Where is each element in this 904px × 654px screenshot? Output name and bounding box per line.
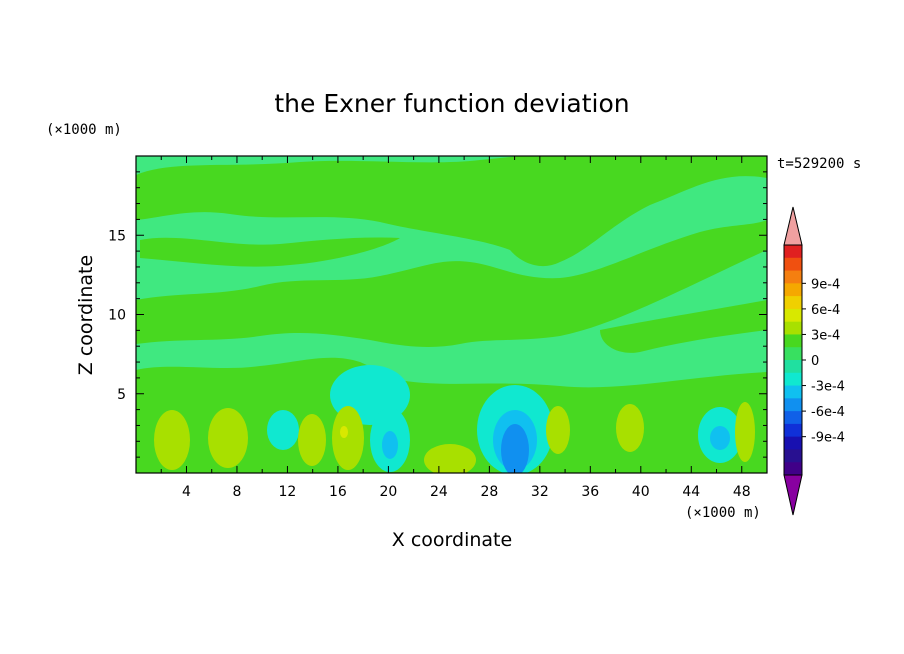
x-tick-label: 32 <box>531 484 549 500</box>
x-tick-label: 44 <box>682 484 700 500</box>
y-axis: 5 10 15 <box>108 171 767 458</box>
colorbar-swatch <box>784 436 802 450</box>
cell-blue-2 <box>710 426 730 450</box>
colorbar-swatch <box>784 245 802 259</box>
x-tick-label: 12 <box>279 484 297 500</box>
x-tick-label: 40 <box>632 484 650 500</box>
colorbar-swatch <box>784 257 802 272</box>
x-tick-label: 8 <box>232 484 241 500</box>
colorbar-swatch <box>784 296 802 310</box>
cell-yellowgreen-7 <box>616 404 644 452</box>
colorbar: 9e-4 6e-4 3e-4 0 -3e-4 -6e-4 -9e-4 <box>783 206 845 516</box>
colorbar-swatch <box>784 270 802 284</box>
colorbar-tick-label: 0 <box>811 354 819 369</box>
colorbar-swatch <box>784 321 802 335</box>
colorbar-swatch <box>784 347 802 361</box>
x-unit-label: (×1000 m) <box>685 505 761 521</box>
cell-yellowgreen-6 <box>546 406 570 454</box>
colorbar-swatch <box>784 308 802 323</box>
x-tick-label: 36 <box>581 484 599 500</box>
cell-yellowgreen-4 <box>332 406 364 470</box>
colorbar-swatch <box>784 385 802 399</box>
colorbar-swatch <box>784 360 802 374</box>
colorbar-under-triangle <box>783 474 803 516</box>
cell-yellowgreen-5 <box>424 444 476 473</box>
colorbar-swatch <box>784 462 802 476</box>
x-tick-label: 48 <box>733 484 751 500</box>
cell-yellowgreen-2 <box>208 408 248 468</box>
x-tick-label: 28 <box>480 484 498 500</box>
time-label: t=529200 s <box>777 156 861 172</box>
colorbar-tick-label: -6e-4 <box>811 405 845 420</box>
cell-yellowgreen-1 <box>154 410 190 470</box>
contour-middle-band <box>136 220 767 347</box>
colorbar-swatch <box>784 334 802 348</box>
y-unit-label: (×1000 m) <box>46 122 122 138</box>
contour-upper-band <box>136 156 767 267</box>
colorbar-swatch <box>784 398 802 412</box>
contour-mid-right-patch <box>600 300 767 353</box>
colorbar-tick-label: 6e-4 <box>811 303 840 318</box>
cell-yellow-1 <box>340 426 348 438</box>
colorbar-swatch <box>784 423 802 438</box>
chart-title: the Exner function deviation <box>274 89 629 118</box>
colorbar-tick-label: 9e-4 <box>811 277 840 292</box>
y-axis-label: Z coordinate <box>75 255 97 375</box>
colorbar-tick-label: -3e-4 <box>811 380 845 395</box>
x-axis-label: X coordinate <box>392 529 512 551</box>
colorbar-swatch <box>784 283 802 297</box>
colorbar-swatch <box>784 411 802 425</box>
x-axis: 4 8 12 16 20 24 28 32 36 40 44 48 <box>160 156 751 500</box>
y-tick-label: 15 <box>108 228 126 244</box>
cell-blue-3 <box>382 431 398 459</box>
cell-yellowgreen-3 <box>298 414 326 466</box>
colorbar-tick-label: 3e-4 <box>811 328 840 343</box>
x-tick-label: 20 <box>379 484 397 500</box>
colorbar-over-triangle <box>783 206 803 246</box>
y-tick-label: 5 <box>117 387 126 403</box>
colorbar-swatch <box>784 372 802 387</box>
cell-yellowgreen-8 <box>735 402 755 462</box>
x-tick-label: 16 <box>329 484 347 500</box>
colorbar-swatch <box>784 449 802 463</box>
cell-cyan-4 <box>267 410 299 450</box>
x-tick-label: 24 <box>430 484 448 500</box>
contour-field <box>136 156 767 473</box>
x-tick-label: 4 <box>182 484 191 500</box>
contour-upper-patch <box>140 237 400 267</box>
colorbar-tick-label: -9e-4 <box>811 431 845 446</box>
cell-blue-core <box>501 424 529 473</box>
y-tick-label: 10 <box>108 308 126 324</box>
